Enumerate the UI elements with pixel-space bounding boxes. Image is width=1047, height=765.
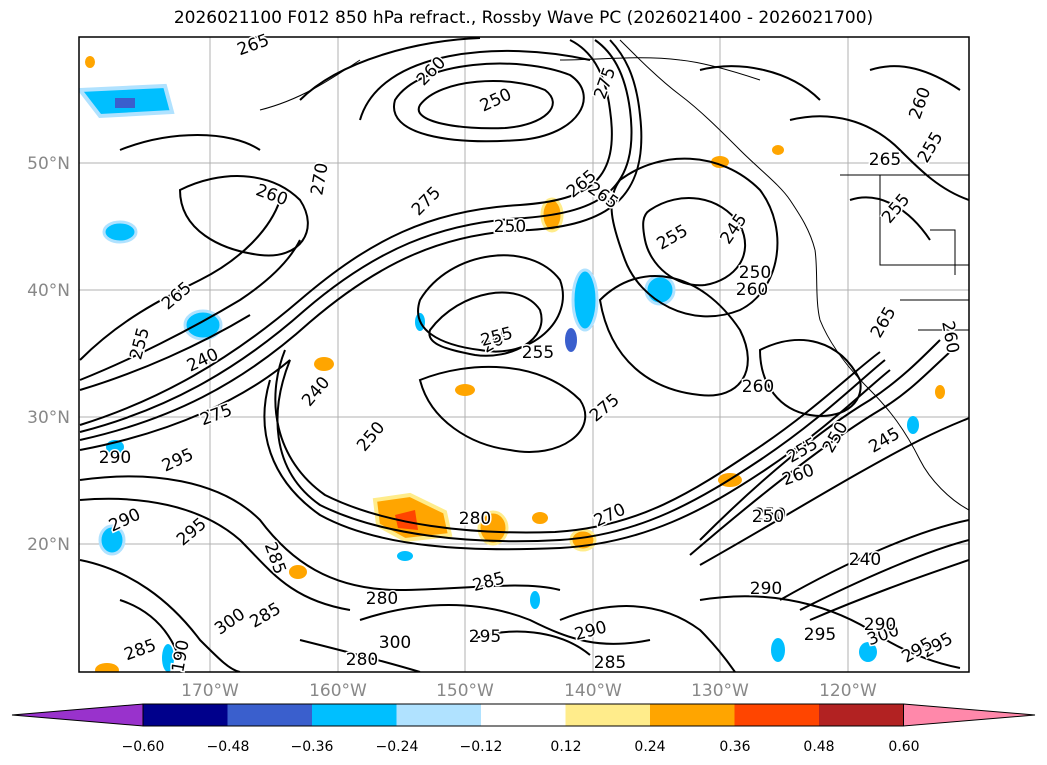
colorbar-tick: −0.48 [207, 739, 250, 755]
contour-lines [79, 37, 969, 672]
colorbar-tick: 0.48 [803, 739, 834, 755]
colorbar-segment [650, 704, 735, 726]
colorbar-frame [142, 703, 904, 727]
coastlines [259, 39, 969, 511]
colorbar-tick: −0.36 [291, 739, 334, 755]
colorbar-segment [312, 704, 397, 726]
lon-label-150w: 150°W [436, 681, 494, 701]
gridlines [79, 37, 969, 672]
colorbar-tick: 0.60 [888, 739, 919, 755]
contour-label: 260 [742, 377, 774, 397]
contour-label: 250 [754, 505, 786, 525]
colorbar-tick: −0.24 [376, 739, 419, 755]
contour-label: 265 [869, 150, 901, 170]
lon-label-160w: 160°W [309, 681, 367, 701]
contour-label: 240 [849, 550, 881, 570]
contour-label: 280 [459, 509, 491, 529]
plot-frame [78, 36, 970, 673]
colorbar-tick: −0.12 [460, 739, 503, 755]
colorbar-tick: 0.12 [550, 739, 581, 755]
contour-label: 250 [752, 507, 784, 527]
lat-label-50: 50°N [27, 154, 70, 174]
contour-label: 280 [346, 650, 378, 670]
shaded-anomalies [79, 56, 945, 672]
contour-label: 300 [379, 633, 411, 653]
lat-label-40: 40°N [27, 281, 70, 301]
contour-label: 255 [522, 343, 554, 363]
colorbar-extend-high [903, 703, 1036, 727]
colorbar-ticks: −0.60 −0.48 −0.36 −0.24 −0.12 0.12 0.24 … [122, 739, 920, 755]
lon-label-130w: 130°W [691, 681, 749, 701]
lat-label-30: 30°N [27, 408, 70, 428]
contour-label: 280 [366, 589, 398, 609]
lon-label-140w: 140°W [564, 681, 622, 701]
colorbar-tick: 0.36 [719, 739, 750, 755]
contour-label: 250 [494, 217, 526, 237]
contour-label: 295 [469, 627, 501, 647]
colorbar-tick: −0.60 [122, 739, 165, 755]
contour-label: 250 [739, 263, 771, 283]
colorbar-segment [396, 704, 482, 726]
map-title: 2026021100 F012 850 hPa refract., Rossby… [173, 8, 874, 28]
lat-label-20: 20°N [27, 535, 70, 555]
colorbar-segment [227, 704, 313, 726]
colorbar-segment [819, 704, 904, 726]
contour-label: 290 [99, 448, 131, 468]
lon-label-170w: 170°W [181, 681, 239, 701]
colorbar-segment [734, 704, 820, 726]
lon-label-120w: 120°W [819, 681, 877, 701]
contour-label: 295 [804, 625, 836, 645]
contour-label: 260 [736, 280, 768, 300]
contour-label: 290 [750, 579, 782, 599]
colorbar-tick: 0.24 [634, 739, 665, 755]
colorbar-segment [565, 704, 651, 726]
colorbar-segment [143, 704, 228, 726]
colorbar-segment [481, 704, 566, 726]
contour-label: 285 [594, 653, 626, 673]
colorbar-extend-low [11, 703, 144, 727]
contour-label: 290 [864, 615, 896, 635]
colorbar [11, 703, 1036, 727]
